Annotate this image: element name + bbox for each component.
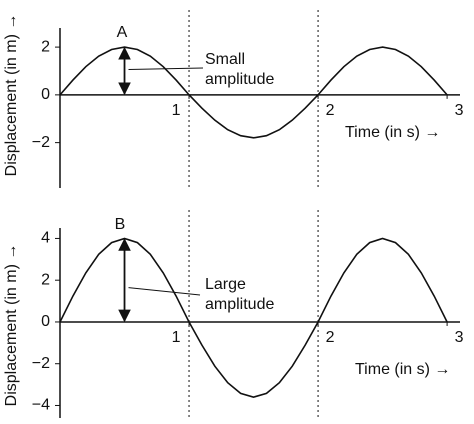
x-tick-label: 1	[172, 329, 181, 346]
x-axis-label: Time (in s) →	[355, 361, 450, 378]
y-tick-label: 4	[41, 230, 50, 247]
annotation: Small	[205, 51, 245, 68]
y-tick-label: −4	[32, 397, 50, 414]
y-tick-label: 2	[41, 38, 50, 55]
x-tick-label: 2	[326, 329, 335, 346]
pointer-line	[128, 67, 204, 70]
annotation: A	[117, 24, 128, 41]
y-axis-label: Displacement (in m) →	[3, 244, 20, 407]
x-axis-label: Time (in s) →	[345, 124, 440, 141]
x-tick-label: 3	[455, 329, 464, 346]
annotation: Large	[205, 276, 246, 293]
y-axis-label: Displacement (in m) →	[3, 14, 20, 177]
annotation: amplitude	[205, 71, 274, 88]
y-tick-label: −2	[32, 355, 50, 372]
x-tick-label: 2	[326, 102, 335, 119]
x-tick-label: 3	[455, 102, 464, 119]
annotation: B	[115, 216, 126, 233]
pointer-line	[128, 287, 201, 296]
annotation: amplitude	[205, 296, 274, 313]
y-tick-label: 2	[41, 271, 50, 288]
y-tick-label: 0	[41, 313, 50, 330]
x-tick-label: 1	[172, 102, 181, 119]
y-tick-label: 0	[41, 86, 50, 103]
y-tick-label: −2	[32, 134, 50, 151]
